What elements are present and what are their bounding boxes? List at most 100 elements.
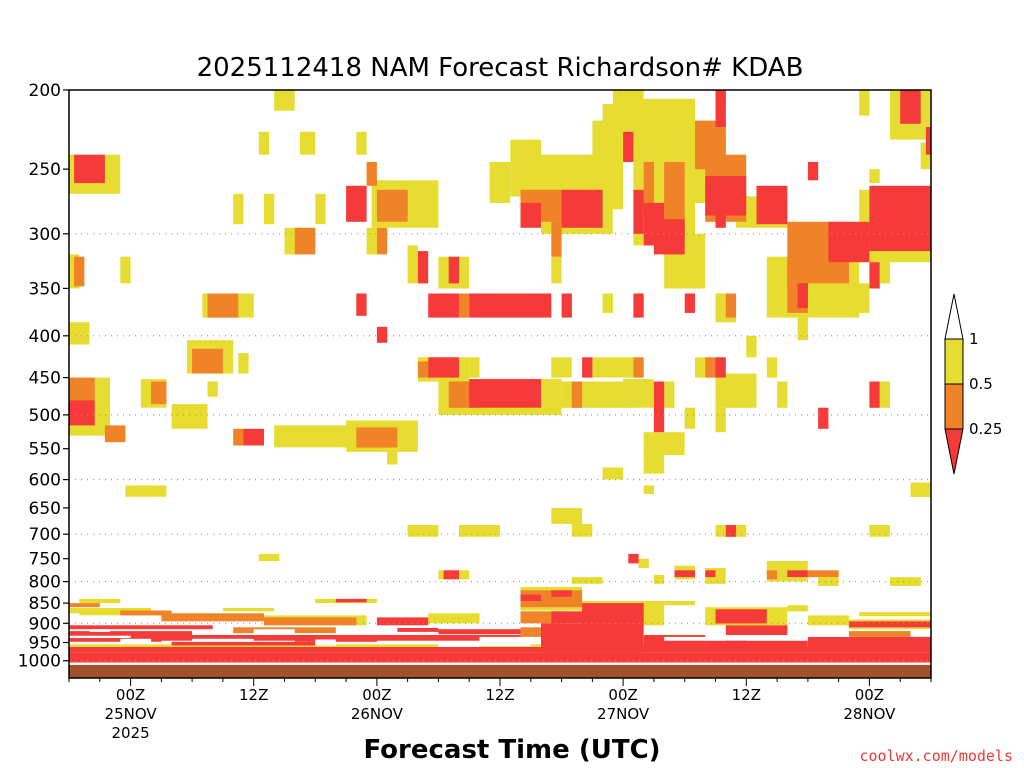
y-tick-label: 450 — [29, 369, 61, 389]
ri-cell-red — [715, 609, 767, 624]
ri-cell-red — [551, 590, 572, 597]
ri-cell-yellow — [602, 467, 624, 480]
ri-cell-yellow — [890, 577, 921, 586]
ri-cell-red — [376, 326, 388, 343]
ri-cell-yellow — [920, 142, 931, 170]
ri-cell-orange — [705, 357, 716, 378]
ri-cell-yellow — [879, 256, 890, 284]
ri-cell-yellow — [79, 608, 152, 616]
ri-cell-yellow — [274, 425, 357, 448]
ri-cell-gap — [120, 638, 152, 645]
ri-cell-orange — [766, 570, 778, 580]
plot-area — [69, 90, 931, 678]
ri-cell-yellow — [715, 373, 757, 408]
colorbar-label: 0.25 — [969, 420, 1002, 438]
x-axis-label: Forecast Time (UTC) — [363, 735, 660, 765]
x-tick-label: 12Z — [485, 686, 514, 704]
y-axis: 200 250 300 350 400 450 500 550 600 650 700 750 8008… — [18, 81, 69, 672]
ri-cell-orange — [161, 613, 264, 622]
ri-cell-yellow — [551, 507, 583, 524]
ri-cell-orange — [233, 428, 244, 446]
x-tick-label: 12Z — [239, 686, 268, 704]
x-tick-label: 28NOV — [843, 705, 896, 723]
ri-cell-yellow — [356, 131, 367, 155]
ri-cell-yellow — [766, 357, 778, 378]
credit-text[interactable]: coolwx.com/models — [859, 747, 1013, 765]
ri-cell-red — [869, 262, 880, 289]
ri-cell-yellow — [79, 598, 121, 604]
ri-cell-gap — [746, 636, 808, 641]
ri-cell-red — [900, 90, 921, 124]
ri-cell-orange — [192, 348, 223, 374]
ri-cell-yellow — [715, 407, 726, 433]
ri-cell-red — [623, 131, 634, 162]
ri-cell-orange — [633, 357, 644, 378]
ri-cell-yellow — [684, 407, 695, 429]
ri-cell-red — [469, 379, 541, 408]
y-tick-label: 950 — [29, 634, 61, 654]
ri-cell-red — [69, 638, 162, 642]
ri-cell-red — [869, 381, 880, 408]
colorbar-top-arrow — [944, 293, 964, 340]
ri-cell-red — [469, 293, 552, 318]
ri-cell-gap — [192, 638, 254, 642]
ri-cell-yellow — [592, 120, 603, 170]
y-tick-label: 1000 — [18, 652, 61, 672]
ri-cell-yellow — [299, 131, 316, 155]
ri-cell-yellow — [859, 90, 870, 116]
ri-cell-red — [69, 652, 931, 663]
ri-cell-gap — [89, 629, 110, 632]
ri-cell-orange — [520, 627, 552, 637]
colorbar-bottom-arrow — [944, 428, 964, 475]
ri-cell-red — [653, 219, 685, 255]
ri-cell-gap — [479, 636, 531, 647]
ri-cell-red — [376, 635, 521, 641]
y-tick-label: 750 — [29, 550, 61, 570]
ri-cell-red — [633, 293, 644, 318]
ri-cell-red — [807, 162, 819, 181]
ri-cell-yellow — [643, 432, 685, 456]
ri-cell-gap — [315, 639, 336, 646]
ri-cell-yellow — [489, 162, 511, 203]
ri-cell-yellow — [387, 448, 398, 465]
ri-cell-red — [848, 621, 931, 628]
ri-cell-yellow — [469, 357, 480, 378]
ri-cell-yellow — [797, 317, 808, 341]
ri-cell-yellow — [238, 353, 249, 374]
ri-cell-yellow — [120, 256, 131, 284]
ri-cell-red — [376, 617, 429, 626]
y-tick-label: 700 — [29, 525, 61, 545]
y-tick-label: 600 — [29, 471, 61, 491]
ri-cell-orange — [376, 227, 388, 255]
ri-cell-red — [346, 185, 367, 222]
ri-cell-red — [428, 293, 459, 318]
ri-cell-yellow — [264, 193, 275, 225]
ri-cell-orange — [69, 603, 100, 608]
ri-cell-orange — [664, 162, 685, 234]
ri-cell-yellow — [879, 381, 890, 408]
ri-cell-red — [448, 256, 459, 284]
ri-cell-red — [561, 293, 572, 318]
ri-cell-red — [653, 381, 665, 433]
ri-cell-yellow — [315, 193, 326, 225]
ri-cell-yellow — [171, 404, 208, 429]
ri-cell-yellow — [551, 256, 562, 284]
ri-cell-yellow — [807, 615, 849, 626]
ri-cell-orange — [551, 221, 562, 257]
ri-cell-red — [684, 293, 695, 313]
ri-cell-yellow — [459, 525, 500, 537]
ri-cell-red — [561, 189, 603, 228]
ri-cell-red — [628, 553, 639, 564]
ri-cell-yellow — [592, 357, 634, 378]
ri-cell-yellow — [695, 357, 706, 378]
ri-cell-red — [715, 202, 726, 228]
ri-cell-gap — [438, 641, 480, 647]
ri-cell-yellow — [407, 245, 418, 284]
x-tick-label: 2025 — [112, 724, 150, 742]
ri-cell-red — [725, 525, 737, 537]
ri-cell-yellow — [407, 525, 439, 537]
ri-cell-orange — [264, 617, 357, 626]
ri-cell-yellow — [643, 485, 654, 494]
